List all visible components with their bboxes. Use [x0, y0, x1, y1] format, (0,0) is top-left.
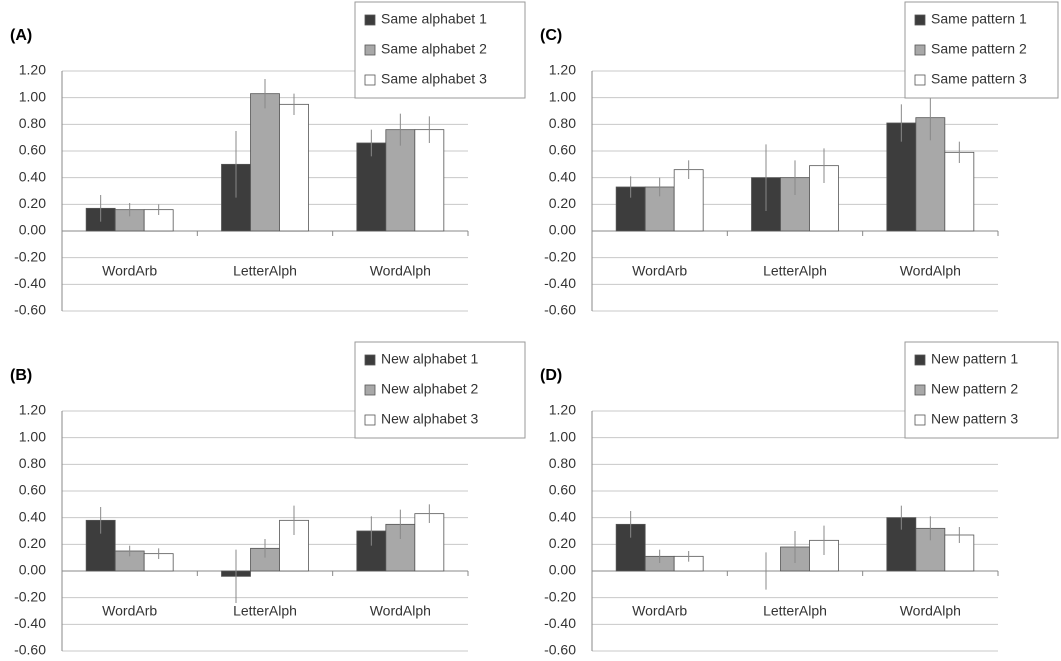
y-tick-label: 1.00 — [19, 88, 46, 104]
legend-swatch — [364, 414, 376, 426]
panel: (C) -0.60 -0.40 -0.20 0.00 0.20 0.40 0.60 0.80 1.… — [540, 1, 1059, 318]
legend-swatch — [364, 74, 376, 86]
y-tick-label: -0.60 — [544, 642, 576, 658]
y-tick-label: -0.20 — [544, 248, 576, 264]
legend-swatch — [914, 74, 926, 86]
y-tick-label: 0.60 — [19, 142, 46, 158]
y-tick-label: -0.20 — [14, 248, 46, 264]
y-tick-label: 0.80 — [549, 115, 576, 131]
y-tick-label: 0.60 — [19, 482, 46, 498]
legend-label: Same alphabet 2 — [381, 41, 487, 57]
legend-label: New alphabet 3 — [381, 411, 479, 427]
bar — [414, 513, 445, 572]
x-tick-label: WordAlph — [900, 603, 961, 619]
x-tick-label: WordArb — [102, 263, 157, 279]
x-tick-label: WordArb — [632, 263, 687, 279]
bar — [385, 129, 416, 232]
x-tick-label: LetterAlph — [233, 603, 297, 619]
y-tick-label: 0.00 — [19, 562, 46, 578]
legend-label: Same pattern 3 — [931, 71, 1027, 87]
y-tick-label: 0.40 — [549, 508, 576, 524]
y-tick-label: 0.80 — [19, 455, 46, 471]
x-tick-label: LetterAlph — [763, 603, 827, 619]
panel-title: (A) — [10, 27, 32, 44]
y-tick-label: 0.60 — [549, 142, 576, 158]
y-tick-label: 0.40 — [19, 168, 46, 184]
bar — [944, 151, 975, 232]
legend-swatch — [914, 44, 926, 56]
y-tick-label: -0.60 — [14, 302, 46, 318]
legend-swatch — [914, 414, 926, 426]
y-tick-label: -0.60 — [14, 642, 46, 658]
legend-label: New alphabet 1 — [381, 351, 479, 367]
y-tick-label: -0.40 — [14, 615, 46, 631]
y-tick-label: 0.20 — [19, 195, 46, 211]
x-tick-label: LetterAlph — [763, 263, 827, 279]
legend-swatch — [364, 44, 376, 56]
y-tick-label: 0.20 — [19, 535, 46, 551]
y-tick-label: 1.00 — [19, 428, 46, 444]
bar — [250, 93, 280, 232]
y-tick-label: -0.40 — [544, 275, 576, 291]
legend-box — [354, 341, 526, 439]
legend-box — [904, 1, 1059, 99]
legend-label: Same pattern 1 — [931, 11, 1027, 27]
x-tick-label: WordAlph — [370, 263, 431, 279]
bar — [279, 103, 309, 232]
y-tick-label: 0.20 — [549, 535, 576, 551]
x-tick-label: WordArb — [632, 603, 687, 619]
y-tick-label: 0.20 — [549, 195, 576, 211]
y-tick-label: 0.80 — [19, 115, 46, 131]
y-tick-label: -0.60 — [544, 302, 576, 318]
x-tick-label: LetterAlph — [233, 263, 297, 279]
y-tick-label: -0.40 — [14, 275, 46, 291]
legend-box — [354, 1, 526, 99]
y-tick-label: 0.80 — [549, 455, 576, 471]
y-tick-label: 1.20 — [19, 62, 46, 78]
y-tick-label: 0.40 — [19, 508, 46, 524]
x-tick-label: WordArb — [102, 603, 157, 619]
legend-label: New pattern 1 — [931, 351, 1018, 367]
bar — [279, 519, 309, 572]
y-tick-label: 0.00 — [19, 222, 46, 238]
y-tick-label: 0.00 — [549, 222, 576, 238]
bar — [780, 177, 810, 232]
panel: (D) -0.60 -0.40 -0.20 0.00 0.20 0.40 0.60 0.80 1.… — [540, 341, 1059, 658]
y-tick-label: 1.20 — [19, 402, 46, 418]
bar — [414, 129, 445, 232]
legend-box — [904, 341, 1059, 439]
y-tick-label: 0.60 — [549, 482, 576, 498]
y-tick-label: -0.40 — [544, 615, 576, 631]
y-tick-label: -0.20 — [544, 588, 576, 604]
y-tick-label: 1.00 — [549, 88, 576, 104]
panel: (A) -0.60 -0.40 -0.20 0.00 0.20 0.40 0.60 0.80 1.… — [10, 1, 526, 318]
legend-swatch — [364, 14, 376, 26]
legend-label: New pattern 2 — [931, 381, 1018, 397]
legend-label: Same pattern 2 — [931, 41, 1027, 57]
legend-label: Same alphabet 1 — [381, 11, 487, 27]
legend-swatch — [914, 14, 926, 26]
legend-swatch — [364, 384, 376, 396]
legend-label: Same alphabet 3 — [381, 71, 487, 87]
legend-label: New alphabet 2 — [381, 381, 479, 397]
legend-swatch — [364, 354, 376, 366]
panel-title: (C) — [540, 27, 562, 44]
legend-label: New pattern 3 — [931, 411, 1018, 427]
panel-title: (D) — [540, 367, 562, 384]
x-tick-label: WordAlph — [370, 603, 431, 619]
x-tick-label: WordAlph — [900, 263, 961, 279]
legend-swatch — [914, 354, 926, 366]
legend-swatch — [914, 384, 926, 396]
y-tick-label: -0.20 — [14, 588, 46, 604]
y-tick-label: 0.00 — [549, 562, 576, 578]
y-tick-label: 1.00 — [549, 428, 576, 444]
y-tick-label: 1.20 — [549, 402, 576, 418]
panel: (B) -0.60 -0.40 -0.20 0.00 0.20 0.40 0.60 0.80 1.… — [10, 341, 526, 658]
y-tick-label: 0.40 — [549, 168, 576, 184]
y-tick-label: 1.20 — [549, 62, 576, 78]
panel-title: (B) — [10, 367, 32, 384]
